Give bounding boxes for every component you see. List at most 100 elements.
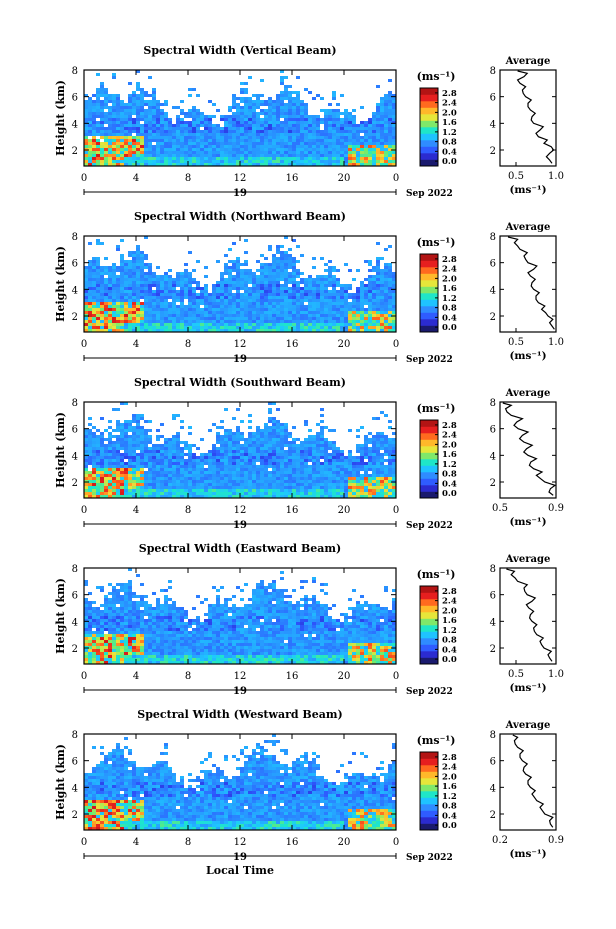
heatmap-cell [244, 112, 248, 115]
heatmap-cell [112, 450, 116, 453]
heatmap-cell [120, 281, 124, 284]
heatmap-cell [200, 124, 204, 127]
heatmap-cell [140, 284, 144, 287]
heatmap-cell [228, 474, 232, 477]
heatmap-cell [260, 492, 264, 495]
heatmap-cell [104, 157, 108, 160]
heatmap-cell [372, 160, 376, 163]
heatmap-cell [336, 311, 340, 314]
heatmap-cell [224, 468, 228, 471]
heatmap-cell [92, 142, 96, 145]
heatmap-cell [264, 281, 268, 284]
heatmap-cell [104, 468, 108, 471]
heatmap-cell [316, 127, 320, 130]
heatmap-cell [164, 302, 168, 305]
heatmap-cell [268, 417, 272, 420]
heatmap-cell [236, 272, 240, 275]
heatmap-cell [272, 447, 276, 450]
heatmap-cell [372, 299, 376, 302]
heatmap-cell [352, 308, 356, 311]
heatmap-cell [196, 284, 200, 287]
heatmap-cell [144, 329, 148, 332]
heatmap-cell [328, 308, 332, 311]
heatmap-cell [156, 139, 160, 142]
heatmap-cell [256, 314, 260, 317]
heatmap-cell [312, 477, 316, 480]
heatmap-cell [200, 314, 204, 317]
heatmap-cell [96, 441, 100, 444]
heatmap-cell [332, 275, 336, 278]
heatmap-cell [164, 287, 168, 290]
heatmap-cell [284, 329, 288, 332]
heatmap-cell [232, 435, 236, 438]
heatmap-cell [272, 151, 276, 154]
heatmap-cell [248, 142, 252, 145]
heatmap-cell [356, 480, 360, 483]
heatmap-cell [380, 103, 384, 106]
heatmap-cell [320, 462, 324, 465]
heatmap-cell [332, 320, 336, 323]
heatmap-cell [104, 281, 108, 284]
heatmap-cell [296, 483, 300, 486]
heatmap-cell [376, 278, 380, 281]
heatmap-cell [200, 308, 204, 311]
heatmap-cell [88, 471, 92, 474]
heatmap-cell [372, 320, 376, 323]
heatmap-cell [256, 483, 260, 486]
heatmap-cell [376, 314, 380, 317]
heatmap-cell [132, 100, 136, 103]
heatmap-cell [124, 136, 128, 139]
heatmap-cell [200, 320, 204, 323]
heatmap-cell [252, 495, 256, 498]
heatmap-cell [184, 275, 188, 278]
heatmap-cell [160, 127, 164, 130]
heatmap-cell [100, 468, 104, 471]
heatmap-cell [196, 314, 200, 317]
colorbar-tick-label: 2.8 [442, 89, 457, 99]
heatmap-cell [300, 287, 304, 290]
heatmap-cell [136, 459, 140, 462]
heatmap-cell [212, 474, 216, 477]
heatmap-cell [128, 326, 132, 329]
heatmap-cell [392, 97, 396, 100]
heatmap-cell [204, 290, 208, 293]
heatmap-cell [320, 154, 324, 157]
heatmap-cell [92, 103, 96, 106]
heatmap-cell [276, 121, 280, 124]
heatmap-cell [268, 157, 272, 160]
heatmap-cell [324, 287, 328, 290]
heatmap-cell [252, 477, 256, 480]
heatmap-cell [232, 474, 236, 477]
heatmap-cell [344, 317, 348, 320]
heatmap-cell [180, 471, 184, 474]
heatmap-cell [272, 136, 276, 139]
heatmap-cell [172, 462, 176, 465]
heatmap-cell [296, 148, 300, 151]
heatmap-cell [380, 112, 384, 115]
heatmap-cell [256, 447, 260, 450]
heatmap-cell [88, 480, 92, 483]
heatmap-cell [384, 302, 388, 305]
heatmap-cell [112, 495, 116, 498]
heatmap-cell [340, 151, 344, 154]
heatmap-cell [96, 106, 100, 109]
profile-x-tick-label: 1.0 [548, 171, 564, 182]
heatmap-cell [236, 308, 240, 311]
heatmap-cell [284, 456, 288, 459]
heatmap-cell [180, 284, 184, 287]
heatmap-cell [328, 311, 332, 314]
heatmap-cell [144, 474, 148, 477]
heatmap-cell [256, 426, 260, 429]
heatmap-cell [352, 127, 356, 130]
heatmap-cell [136, 109, 140, 112]
heatmap-cell [280, 163, 284, 166]
heatmap-cell [380, 163, 384, 166]
heatmap-cell [312, 459, 316, 462]
heatmap-cell [140, 305, 144, 308]
heatmap-cell [228, 468, 232, 471]
heatmap-cell [164, 441, 168, 444]
heatmap-cell [280, 100, 284, 103]
heatmap-cell [256, 142, 260, 145]
heatmap-cell [324, 489, 328, 492]
heatmap-cell [124, 157, 128, 160]
